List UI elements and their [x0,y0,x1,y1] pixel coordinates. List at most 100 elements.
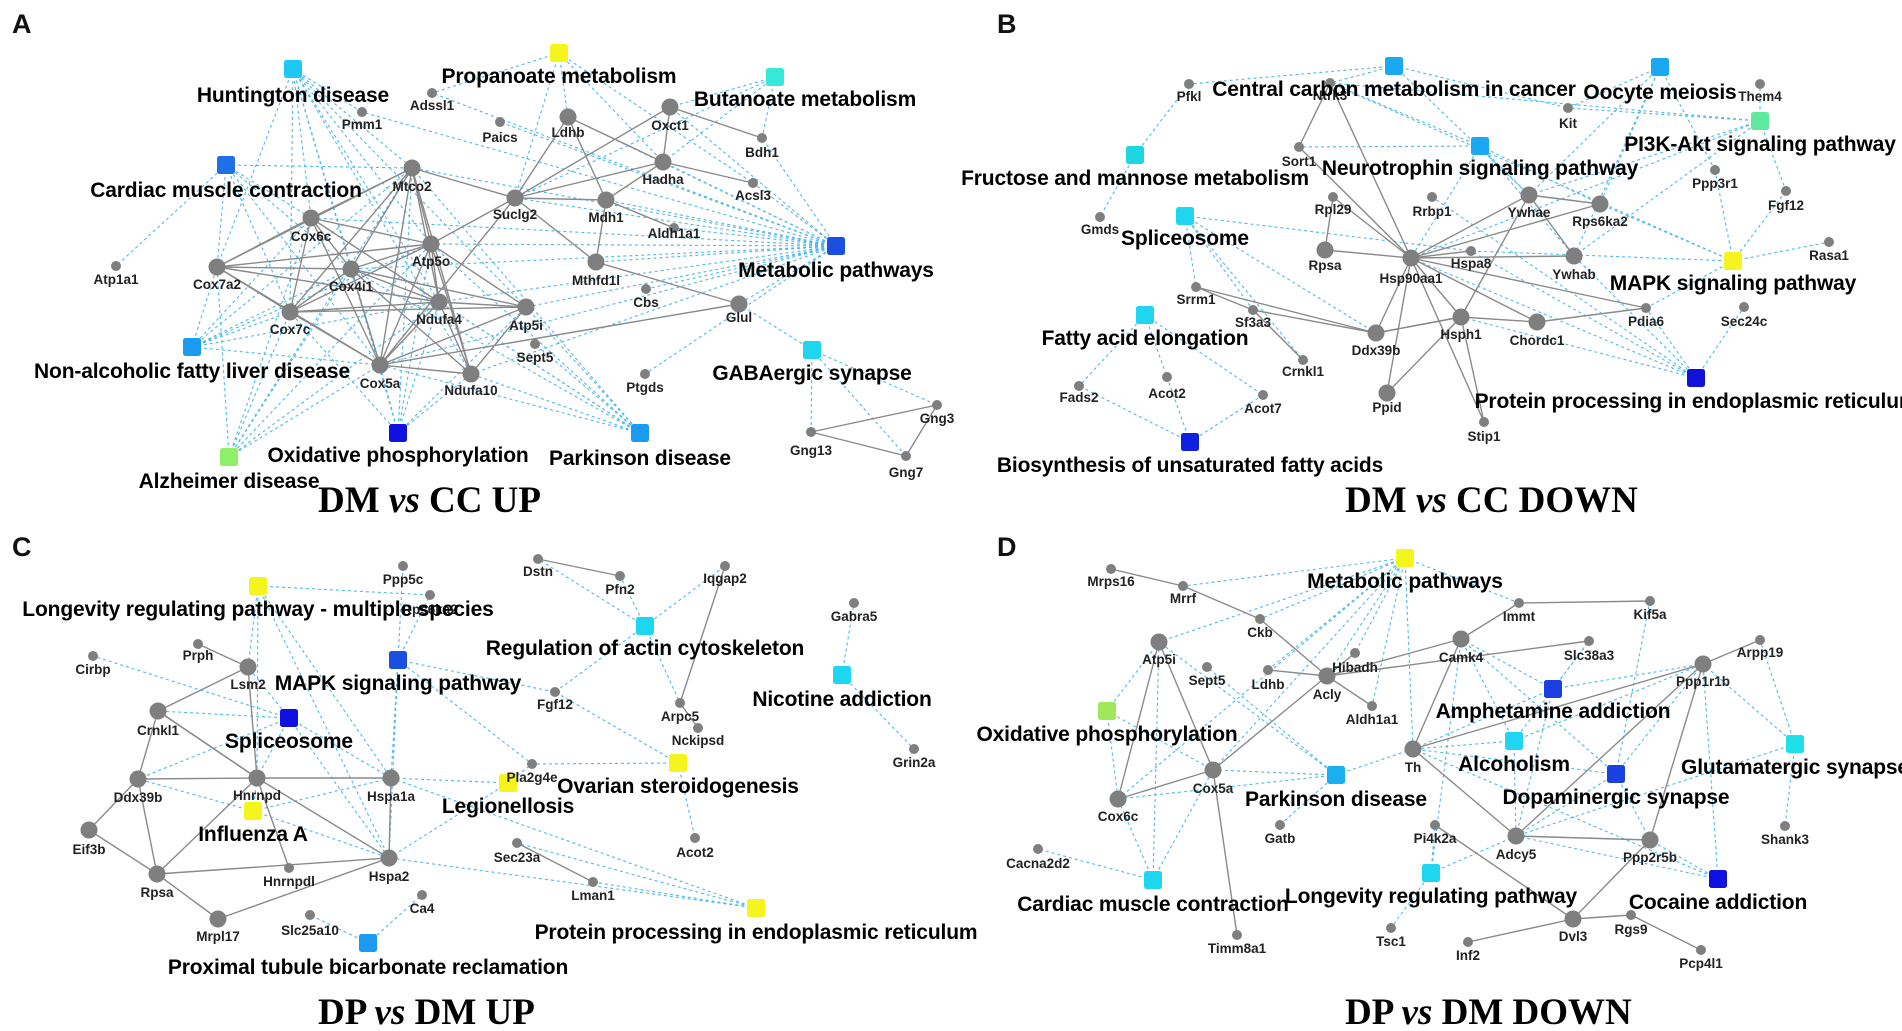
gene-label-hadha: Hadha [642,172,684,187]
gene-label-fgf12: Fgf12 [1768,198,1804,213]
gene-node-arpp19 [1755,635,1765,645]
gene-label-ppp3r1: Ppp3r1 [1692,176,1738,191]
pathway-label-dopaminergic-synapse: Dopaminergic synapse [1503,786,1730,809]
gene-node-ppid [1378,384,1396,402]
gene-label-iqgap2: Iqgap2 [703,571,747,586]
interaction-edge [88,778,139,831]
gene-label-camk4: Camk4 [1439,650,1484,665]
pathway-label-longevity-regulating-pathway-multiple-species: Longevity regulating pathway - multiple … [22,598,493,621]
gene-node-ddx39b [1367,324,1385,342]
pathway-label-influenza-a: Influenza A [198,823,308,846]
interaction-edge [430,243,527,308]
interaction-edge [605,199,675,229]
gene-node-mtco2 [403,159,421,177]
pathway-node-protein-processing-in-endoplasmic-reticulum [747,899,765,917]
pathway-node-metabolic-pathways [827,237,845,255]
interaction-edge [679,565,726,704]
interaction-edge [1410,257,1462,318]
pathway-edge [1732,190,1787,262]
pathway-node-regulation-of-actin-cytoskeleton [636,617,654,635]
pathway-node-oocyte-meiosis [1651,58,1669,76]
gene-node-gatb [1275,820,1285,830]
gene-node-adcy5 [1507,827,1525,845]
interaction-edge [137,710,159,780]
interaction-edge [1630,914,1702,951]
pathway-edge [1412,748,1719,880]
gene-label-them4: Them4 [1738,89,1782,104]
gene-label-paics: Paics [482,130,517,145]
pathway-edge [1279,774,1337,826]
interaction-edge [514,197,607,201]
gene-label-gng13: Gng13 [790,443,833,458]
pathway-edge [1759,639,1796,745]
labels: Pfkl Ntrk3 Kit Them4 Sort1 Ppp3r1 Gmds Rpl29 Rrb… [961,78,1902,477]
pathway-edge [752,182,837,247]
gene-node-mthfd1l [587,253,605,271]
gene-label-ddx39b: Ddx39b [1352,343,1401,358]
gene-label-ppid: Ppid [1372,400,1401,415]
gene-node-mdh1 [597,191,615,209]
pathway-label-glutamatergic-synapse: Glutamatergic synapse [1681,756,1902,779]
gene-label-cox7a2: Cox7a2 [193,277,241,292]
edges [1037,557,1796,951]
pathway-edge [191,311,291,348]
pathway-edge [1470,250,1697,379]
interaction-edge [1410,255,1575,259]
gene-node-ywhae [1520,186,1538,204]
gene-node-pfkl [1184,79,1194,89]
pathway-label-nicotine-addiction: Nicotine addiction [752,688,931,711]
pathway-edge [1573,255,1697,379]
panel-title-part: vs [375,992,406,1031]
pathway-edge [1599,203,1734,262]
pathway-node-propanoate-metabolism [550,44,568,62]
gene-node-fgf12 [1781,186,1791,196]
nodes [1033,549,1804,955]
pathway-edge [228,311,291,458]
gene-node-aldh1a1 [1367,701,1377,711]
pathway-node-longevity-regulating-pathway-multiple-species [249,577,267,595]
interaction-edge [1326,640,1590,677]
pathway-edge [841,674,915,750]
interaction-edge [350,268,381,366]
interaction-edge [1158,641,1214,771]
interaction-edge [137,778,158,875]
pathway-edge [1528,66,1661,196]
pathway-node-ovarian-steroidogenesis [669,754,687,772]
gene-label-mrrf: Mrrf [1170,591,1197,606]
gene-label-stip1: Stip1 [1467,429,1500,444]
pathway-edge [534,343,641,434]
interaction-edge [216,266,352,270]
gene-label-ptgds: Ptgds [626,380,664,395]
pathway-edge [662,161,837,247]
gene-node-hibadh [1350,648,1360,658]
pathway-label-legionellosis: Legionellosis [442,795,574,818]
gene-node-rpl29 [1328,192,1338,202]
pathway-edge [525,306,641,434]
nodes [1074,57,1834,451]
gene-label-cox5a: Cox5a [1193,781,1234,796]
pathway-edge [1513,740,1517,837]
pathway-node-longevity-regulating-pathway [1422,864,1440,882]
pathway-edge [1615,773,1651,841]
pathway-node-glutamatergic-synapse [1786,735,1804,753]
gene-label-mtco2: Mtco2 [392,179,431,194]
gene-label-gabra5: Gabra5 [831,609,878,624]
pathway-edge [1645,307,1697,379]
gene-node-ldhb [1263,665,1273,675]
gene-node-hspa8 [1466,246,1476,256]
pathway-edge [1460,316,1697,379]
pathway-node-amphetamine-addiction [1544,680,1562,698]
gene-label-crnkl1: Crnkl1 [1282,364,1325,379]
gene-label-kif5a: Kif5a [1633,607,1667,622]
pathway-edge [292,68,440,303]
pathway-node-biosynthesis-of-unsaturated-fatty-acids [1181,433,1199,451]
interaction-edge [350,268,440,303]
interaction-edge [1298,82,1331,148]
interaction-edge [595,199,607,263]
gene-node-ckb [1255,614,1265,624]
interaction-edge [1259,618,1328,677]
interaction-edge [605,161,664,201]
panel-letter: C [12,532,32,562]
pathway-edge [1152,641,1160,881]
